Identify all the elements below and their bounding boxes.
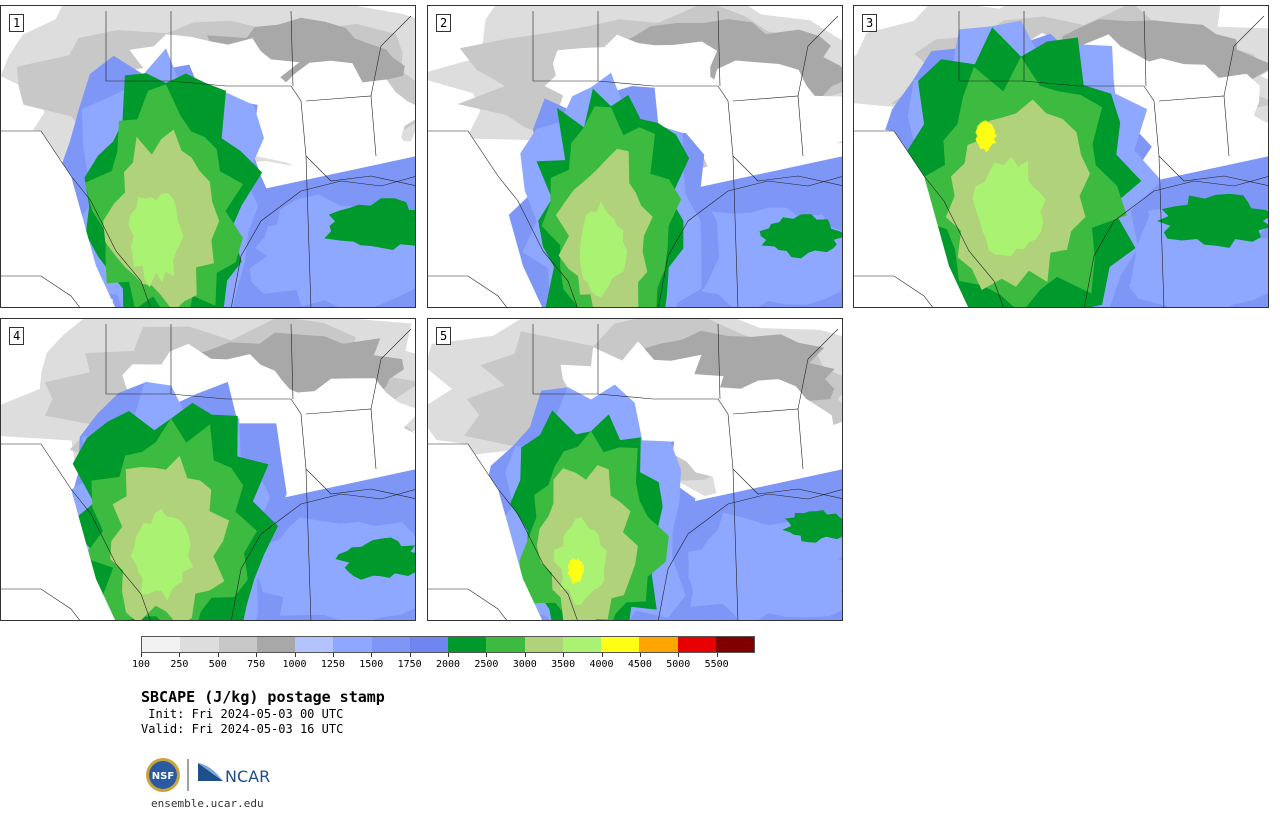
ncar-logo-text: NCAR: [225, 767, 270, 786]
postage-stamp-panel: 4: [0, 318, 416, 621]
ncar-logo-icon: NCAR: [198, 763, 270, 786]
colorbar-tick-label: 4500: [627, 659, 652, 670]
colorbar-tick: [141, 653, 142, 657]
colorbar-tick: [678, 653, 680, 657]
postage-stamp-panel: 1: [0, 5, 416, 308]
site-url: ensemble.ucar.edu: [151, 797, 264, 810]
nsf-logo-icon: NSF: [146, 758, 180, 792]
colorbar-tick: [448, 653, 449, 657]
colorbar-tick-label: 1000: [282, 659, 307, 670]
colorbar-swatch: [142, 637, 181, 652]
postage-stamp-panel: 2: [427, 5, 843, 308]
panel-number: 1: [9, 14, 25, 32]
colorbar-tick-label: 100: [131, 659, 151, 670]
colorbar-tick-label: 2000: [435, 659, 461, 670]
colorbar-tick: [486, 653, 488, 657]
panel-number: 3: [862, 14, 878, 32]
nsf-logo-text: NSF: [152, 771, 174, 782]
sbcape-map: [428, 6, 842, 307]
colorbar-tick: [601, 653, 603, 657]
colorbar-tick: [294, 653, 296, 657]
colorbar-tick-label: 5500: [704, 659, 729, 670]
colorbar-tick: [256, 653, 258, 657]
colorbar-ticks: 100 250 500 750 1000 1250 1500 1750 2000 2500 3000…: [132, 653, 755, 673]
colorbar-tick-label: 500: [208, 659, 227, 670]
colorbar-swatch: [486, 637, 525, 652]
valid-time: Valid: Fri 2024-05-03 16 UTC: [141, 722, 344, 736]
colorbar-tick-label: 750: [247, 659, 266, 670]
colorbar-tick: [716, 653, 718, 657]
colorbar-tick-label: 5000: [666, 659, 691, 670]
colorbar-swatch: [371, 637, 410, 652]
colorbar-swatch: [218, 637, 257, 652]
colorbar-swatch: [333, 637, 372, 652]
init-time: Init: Fri 2024-05-03 00 UTC: [141, 707, 344, 721]
sbcape-map: [428, 319, 842, 620]
colorbar-tick: [524, 653, 526, 657]
colorbar-swatch: [601, 637, 640, 652]
postage-stamp-panel: 5: [427, 318, 843, 621]
colorbar-tick-label: 250: [170, 659, 189, 670]
colorbar-tick: [371, 653, 373, 657]
colorbar-swatch: [639, 637, 678, 652]
colorbar-tick: [179, 653, 181, 657]
colorbar-tick-label: 2500: [474, 659, 499, 670]
panel-number: 2: [436, 14, 452, 32]
logos: NSF NCAR: [146, 758, 270, 792]
colorbar-swatch: [448, 637, 487, 652]
colorbar-tick: [332, 653, 334, 657]
colorbar-swatch: [715, 637, 754, 652]
figure-title: SBCAPE (J/kg) postage stamp: [141, 688, 385, 706]
sbcape-map: [1, 6, 415, 307]
colorbar-tick: [563, 653, 565, 657]
colorbar-tick-label: 4000: [589, 659, 614, 670]
colorbar-tick-label: 1250: [320, 659, 345, 670]
colorbar-swatch: [295, 637, 334, 652]
colorbar-swatch: [409, 637, 448, 652]
colorbar-swatch: [180, 637, 219, 652]
colorbar-tick-label: 1500: [359, 659, 384, 670]
colorbar-tick: [217, 653, 219, 657]
postage-stamp-panel: 3: [853, 5, 1269, 308]
sbcape-map: [854, 6, 1268, 307]
colorbar-swatch: [524, 637, 563, 652]
colorbar-tick: [409, 653, 411, 657]
colorbar-swatch: [256, 637, 295, 652]
colorbar-tick: [639, 653, 641, 657]
colorbar: [141, 636, 755, 653]
panel-number: 5: [436, 327, 452, 345]
colorbar-swatch: [562, 637, 601, 652]
sbcape-map: [1, 319, 415, 620]
colorbar-swatch: [677, 637, 716, 652]
colorbar-tick-label: 3000: [512, 659, 537, 670]
colorbar-tick-label: 3500: [551, 659, 576, 670]
panel-number: 4: [9, 327, 25, 345]
colorbar-tick-label: 1750: [397, 659, 422, 670]
